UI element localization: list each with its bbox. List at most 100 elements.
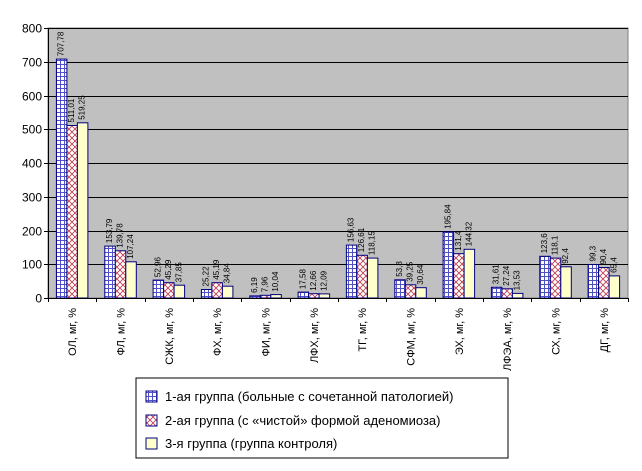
data-label: 92,4	[561, 248, 570, 264]
bar-group3	[221, 285, 234, 299]
data-label: 99,3	[588, 245, 597, 261]
bar-group2	[453, 253, 465, 299]
bar-group2	[114, 250, 127, 299]
x-tick-label: ЛФЭА, мг, %	[502, 308, 514, 371]
x-tick-label: ФИ, мг, %	[261, 308, 273, 357]
data-label: 126,61	[357, 227, 366, 252]
bar-group2	[211, 282, 223, 299]
data-label: 131,4	[454, 230, 463, 251]
bar-group3	[366, 257, 379, 299]
data-label: 53,8	[395, 261, 404, 277]
bar-group1	[200, 289, 213, 299]
bar-group2	[549, 257, 562, 299]
data-label: 12,66	[309, 270, 318, 291]
data-label: 52,96	[153, 257, 162, 278]
y-tick-label: 300	[22, 191, 42, 205]
legend-swatch-group3	[145, 437, 158, 450]
data-label: 65,4	[609, 257, 618, 273]
bar-group3	[173, 284, 186, 299]
bar-group3	[463, 248, 476, 299]
data-label: 707,78	[57, 31, 66, 56]
bar-group1	[394, 279, 406, 299]
data-label: 144,32	[464, 221, 473, 246]
y-tick-label: 600	[22, 90, 42, 104]
bar-group2	[66, 125, 78, 299]
x-tick-label: СХ, мг, %	[551, 308, 563, 355]
data-label: 34,84	[223, 263, 232, 284]
bar-group1	[297, 291, 310, 299]
bar-group1	[587, 264, 600, 299]
x-tick-label: СФМ, мг, %	[406, 308, 418, 366]
data-label: 90,4	[599, 248, 608, 264]
bar-group2	[598, 267, 610, 299]
x-tick-label: ЭХ, мг, %	[454, 308, 466, 355]
y-tick-label: 700	[22, 56, 42, 70]
data-label: 511,01	[67, 98, 76, 122]
data-label: 12,09	[319, 270, 328, 291]
data-label: 139,78	[116, 223, 125, 248]
bar-group2	[404, 284, 417, 299]
legend-box	[135, 377, 509, 459]
bar-group3	[415, 287, 427, 299]
x-tick-label: ОЛ, мг, %	[67, 308, 79, 356]
bar-group1	[152, 279, 165, 299]
y-tick-label: 200	[22, 225, 42, 239]
data-label: 519,25	[78, 95, 87, 120]
bar-group1	[55, 58, 68, 299]
data-label: 118,15	[368, 231, 377, 255]
bar-group1	[249, 295, 261, 299]
y-tick-label: 500	[22, 123, 42, 137]
data-label: 13,53	[513, 270, 522, 291]
legend: 1-ая группа (больные с сочетанной патоло…	[135, 377, 509, 459]
y-tick-label: 800	[22, 22, 42, 36]
legend-swatch-group1	[145, 390, 158, 403]
x-tick-label: ФЛ, мг, %	[116, 308, 128, 356]
bar-group2	[356, 254, 368, 299]
y-tick-label: 400	[22, 157, 42, 171]
data-label: 37,85	[174, 262, 183, 283]
bar-group3	[511, 292, 524, 299]
legend-label-group2: 2-ая группа (с «чистой» формой аденомиоз…	[165, 413, 441, 428]
data-label: 6,19	[250, 277, 259, 293]
bar-group3	[560, 266, 572, 299]
bar-group1	[490, 286, 503, 299]
data-label: 45,19	[212, 259, 221, 280]
data-label: 30,64	[416, 264, 425, 285]
bar-group3	[125, 261, 137, 299]
bar-group1	[442, 231, 455, 299]
x-tick-label: ТГ, мг, %	[357, 308, 369, 352]
data-label: 107,24	[126, 234, 135, 259]
data-label: 118,1	[551, 235, 560, 255]
data-label: 10,04	[271, 271, 280, 292]
x-tick-label: ДГ, мг, %	[599, 308, 611, 353]
data-label: 39,25	[406, 261, 415, 282]
bar-group3	[270, 294, 282, 299]
data-label: 195,84	[443, 204, 452, 229]
data-label: 153,79	[105, 218, 114, 243]
data-label: 45,29	[164, 259, 173, 280]
bar-group1	[539, 255, 551, 299]
bar-group3	[76, 122, 89, 299]
y-tick-label: 0	[35, 292, 42, 306]
data-label: 31,61	[492, 264, 501, 285]
bar-group2	[308, 293, 320, 299]
bar-group3	[318, 293, 331, 299]
bar-group1	[345, 244, 358, 299]
data-label: 7,96	[261, 276, 270, 292]
legend-label-group3: 3-я группа (группа контроля)	[165, 436, 337, 451]
x-tick-label: ЛФХ, мг, %	[309, 308, 321, 363]
data-label: 27,24	[502, 265, 511, 286]
legend-swatch-group2	[145, 414, 158, 427]
data-label: 17,58	[298, 269, 307, 290]
data-label: 156,63	[347, 217, 356, 242]
bar-group1	[104, 245, 116, 299]
x-tick-label: СЖК, мг, %	[164, 308, 176, 365]
bar-group3	[608, 275, 621, 299]
legend-label-group1: 1-ая группа (больные с сочетанной патоло…	[165, 389, 453, 404]
data-label: 25,22	[202, 266, 211, 287]
x-tick-label: ФХ, мг, %	[212, 308, 224, 356]
y-tick-label: 100	[22, 258, 42, 272]
data-label: 123,6	[540, 233, 549, 254]
